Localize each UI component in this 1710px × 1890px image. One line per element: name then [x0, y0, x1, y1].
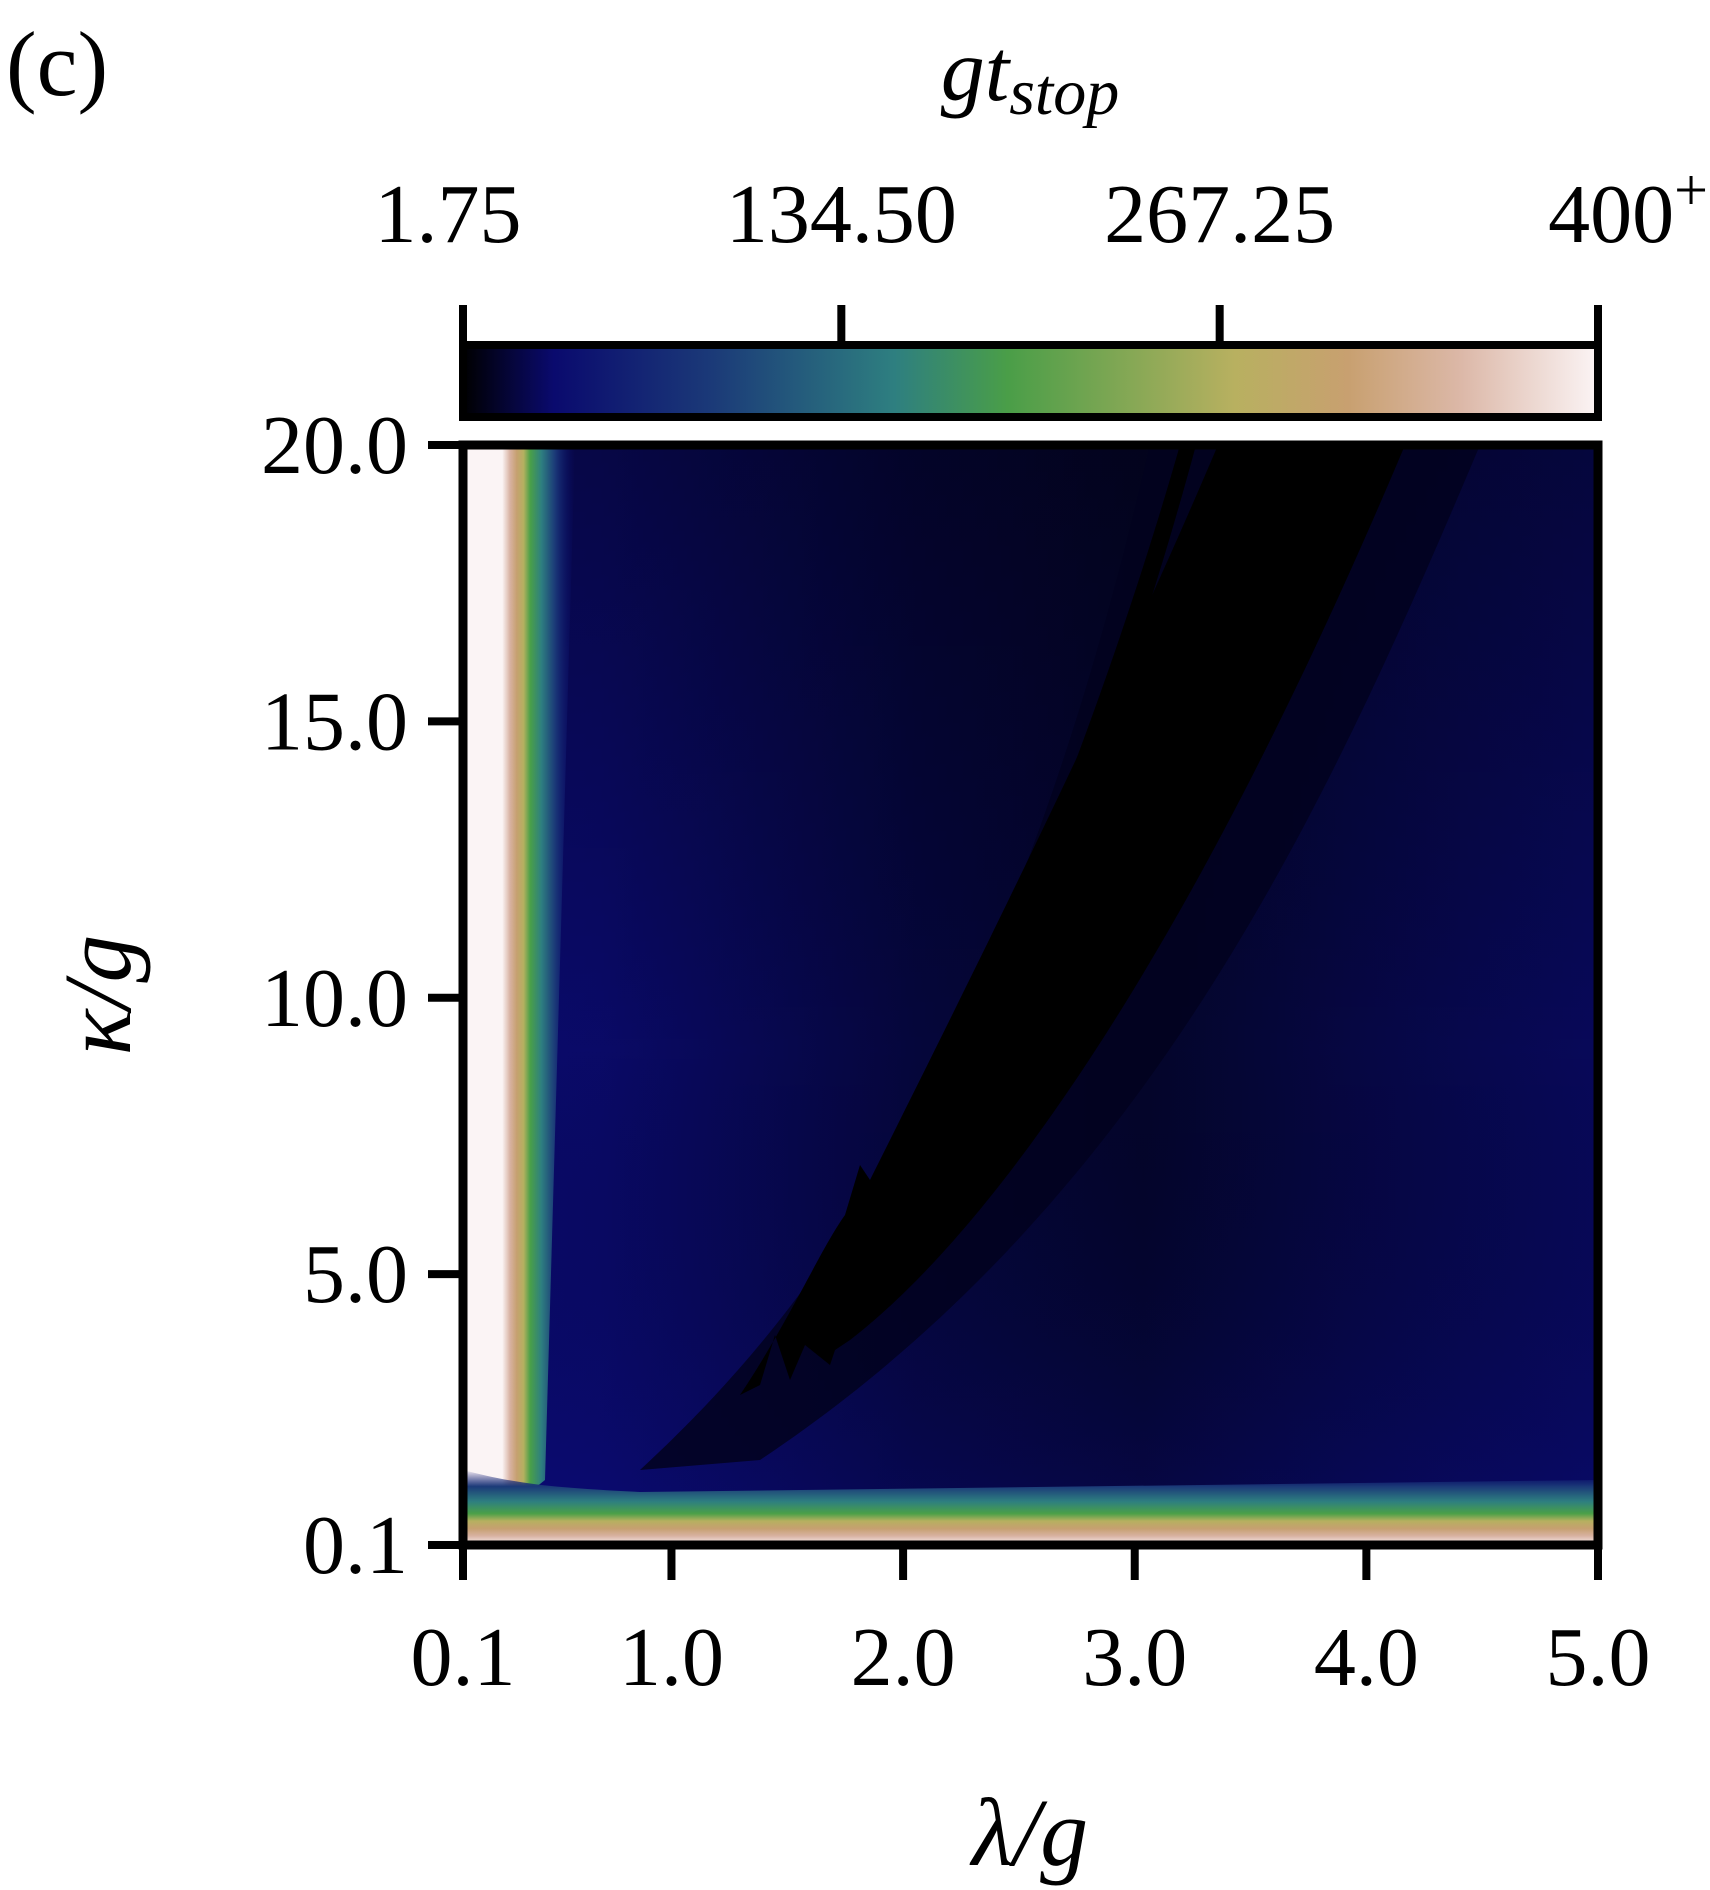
x-tick-label: 3.0	[1082, 1611, 1187, 1704]
x-tick-label: 4.0	[1314, 1611, 1419, 1704]
y-tick-label: 0.1	[303, 1499, 408, 1592]
y-tick-label: 5.0	[303, 1228, 408, 1321]
colorbar-tick-label: 267.25	[1104, 168, 1335, 261]
heatmap-black-sliver	[965, 445, 1196, 1040]
colorbar-tick-value: 134.50	[726, 168, 957, 261]
colorbar: 1.75 134.50 267.25 400+	[375, 157, 1708, 421]
colorbar-bar	[459, 341, 1602, 421]
panel-label: (c)	[6, 13, 108, 115]
colorbar-title-base: gt	[941, 23, 1012, 120]
colorbar-tick-label: 400+	[1548, 157, 1708, 261]
colorbar-tick-superscript: +	[1674, 157, 1708, 223]
x-tick-label: 2.0	[851, 1611, 956, 1704]
x-tick-label: 5.0	[1546, 1611, 1651, 1704]
x-axis-label: λ/g	[969, 1779, 1088, 1886]
y-tick-label: 10.0	[261, 952, 408, 1045]
colorbar-tick-value: 267.25	[1104, 168, 1335, 261]
colorbar-ticks: 1.75 134.50 267.25 400+	[375, 157, 1708, 345]
heatmap-bottom-band	[463, 1470, 1598, 1545]
x-tick-label: 1.0	[619, 1611, 724, 1704]
colorbar-tick-value: 400	[1548, 168, 1674, 261]
heatmap-black-wedge	[740, 445, 1405, 1395]
colorbar-tick-label: 1.75	[375, 168, 522, 261]
colorbar-tick-label: 134.50	[726, 168, 957, 261]
x-tick-label: 0.1	[411, 1611, 516, 1704]
colorbar-tick-value: 1.75	[375, 168, 522, 261]
x-axis-ticks: 0.1 1.0 2.0 3.0 4.0 5.0	[411, 1545, 1651, 1704]
y-tick-label: 20.0	[261, 399, 408, 492]
y-axis-ticks: 0.1 5.0 10.0 15.0 20.0	[261, 399, 463, 1592]
heatmap	[463, 445, 1598, 1545]
y-axis-label: κ/g	[44, 935, 151, 1056]
colorbar-title: gtstop	[941, 23, 1119, 129]
colorbar-title-sub: stop	[1009, 56, 1119, 129]
heatmap-left-band	[463, 445, 575, 1545]
y-tick-label: 15.0	[261, 675, 408, 768]
